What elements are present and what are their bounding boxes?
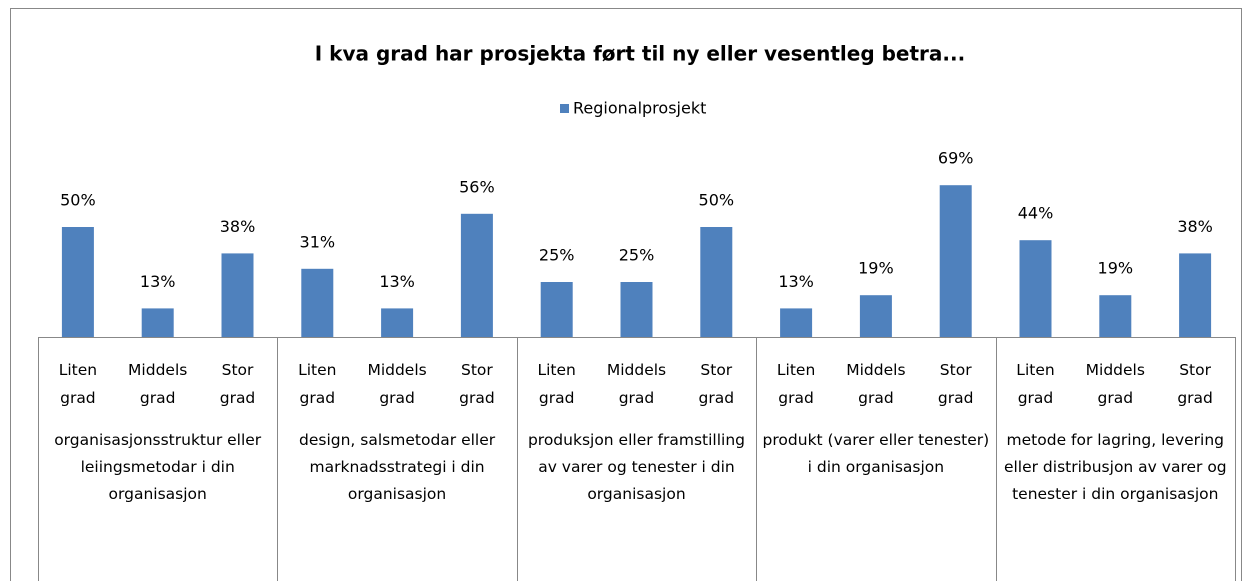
data-label: 13%: [140, 272, 176, 291]
x-tick-label: Middels grad: [128, 361, 188, 407]
x-tick-label: Liten grad: [537, 361, 576, 407]
x-tick-label: Stor grad: [219, 361, 256, 407]
data-label: 31%: [300, 232, 336, 251]
x-tick-label: Middels grad: [846, 361, 906, 407]
data-label: 19%: [1098, 259, 1134, 278]
bar: [859, 295, 892, 337]
x-tick-label: Liten grad: [776, 361, 816, 407]
group-label: organisasjonsstruktur eller leiingsmetod…: [54, 431, 262, 503]
bar: [221, 253, 254, 337]
bar: [1179, 253, 1212, 337]
legend-swatch: [560, 104, 569, 113]
bar: [780, 308, 813, 337]
data-label: 69%: [938, 149, 974, 168]
data-label: 38%: [220, 217, 256, 236]
bar: [1099, 295, 1132, 337]
bar: [939, 185, 972, 337]
data-label: 19%: [858, 259, 894, 278]
legend-label: Regionalprosjekt: [573, 99, 706, 118]
data-label: 44%: [1018, 204, 1054, 223]
group-label: produksjon eller framstilling av varer o…: [527, 431, 746, 503]
x-tick-label: Liten grad: [298, 361, 337, 407]
bar: [381, 308, 414, 337]
bar: [1019, 240, 1052, 337]
x-tick-label: Stor grad: [1177, 361, 1213, 407]
group-label: design, salsmetodar eller marknadsstrate…: [299, 431, 496, 503]
data-label: 50%: [699, 191, 735, 210]
data-label: 13%: [778, 272, 814, 291]
bar: [620, 282, 653, 337]
group-label: metode for lagring, levering eller distr…: [1003, 431, 1227, 503]
chart-frame: [10, 8, 1242, 581]
group-label: produkt (varer eller tenester) i din org…: [762, 431, 990, 476]
data-label: 25%: [619, 246, 655, 265]
bar: [460, 213, 493, 337]
x-tick-label: Stor grad: [459, 361, 495, 407]
x-tick-label: Middels grad: [367, 361, 427, 407]
x-tick-label: Stor grad: [937, 361, 974, 407]
data-label: 13%: [379, 272, 415, 291]
data-label: 38%: [1177, 217, 1213, 236]
x-tick-label: Liten grad: [58, 361, 98, 407]
data-label: 25%: [539, 246, 575, 265]
data-label: 56%: [459, 177, 495, 196]
x-tick-label: Stor grad: [698, 361, 735, 407]
x-tick-label: Liten grad: [1016, 361, 1055, 407]
bar: [61, 227, 94, 337]
bar: [141, 308, 174, 337]
bar: [540, 282, 573, 337]
chart-title: I kva grad har prosjekta ført til ny ell…: [315, 42, 965, 66]
x-tick-label: Middels grad: [1085, 361, 1145, 407]
bar: [301, 268, 334, 337]
data-label: 50%: [60, 191, 96, 210]
bar: [700, 227, 733, 337]
x-tick-label: Middels grad: [606, 361, 667, 407]
